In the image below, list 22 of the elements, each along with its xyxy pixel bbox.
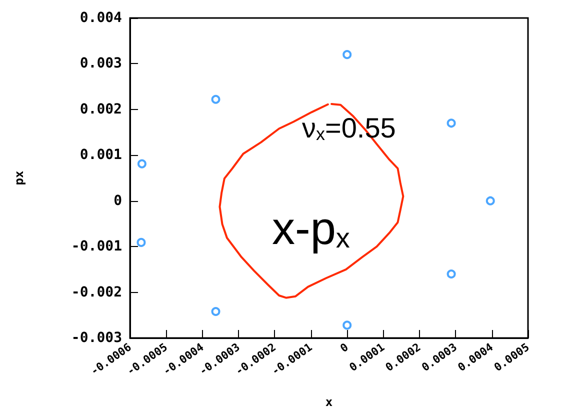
annotation: x-px bbox=[272, 202, 350, 254]
y-tick-label: 0.002 bbox=[80, 101, 122, 118]
y-axis-title: px bbox=[12, 170, 26, 186]
y-tick-label: 0 bbox=[114, 192, 122, 209]
line-series bbox=[218, 102, 404, 299]
y-tick-label: 0.003 bbox=[80, 56, 122, 72]
x-tick-label: 0 bbox=[338, 340, 351, 356]
point bbox=[136, 238, 146, 247]
y-tick-label: -0.002 bbox=[71, 284, 122, 300]
y-tick-label: -0.003 bbox=[71, 330, 122, 346]
point bbox=[446, 118, 456, 128]
point bbox=[486, 196, 495, 206]
point bbox=[211, 94, 220, 104]
point bbox=[137, 159, 146, 168]
y-tick-label: 0.001 bbox=[80, 147, 122, 164]
point bbox=[342, 50, 352, 60]
point bbox=[342, 320, 352, 330]
y-tick-label: -0.001 bbox=[71, 238, 122, 255]
y-tick-label: 0.004 bbox=[80, 10, 122, 26]
x-axis-title: x bbox=[325, 395, 333, 409]
point bbox=[211, 306, 220, 316]
point bbox=[446, 270, 456, 278]
